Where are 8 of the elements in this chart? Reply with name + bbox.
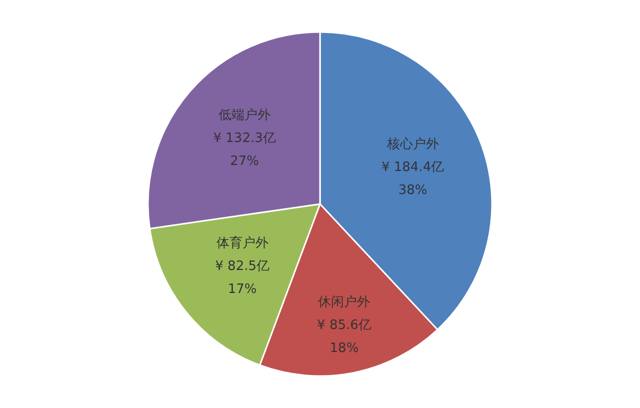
slice-label: 低端户外 bbox=[218, 108, 271, 124]
data-label: ¥ 85.6亿 18% bbox=[317, 318, 372, 356]
slice-label: 体育户外 bbox=[216, 235, 268, 252]
slice-label: 核心户外 bbox=[386, 136, 439, 152]
data-label: ¥ 132.3亿 27% bbox=[213, 131, 276, 170]
data-label: ¥ 82.5亿 17% bbox=[215, 259, 270, 298]
slice-label: 休闲户外 bbox=[318, 294, 370, 310]
data-label: ¥ 184.4亿 38% bbox=[381, 160, 444, 198]
